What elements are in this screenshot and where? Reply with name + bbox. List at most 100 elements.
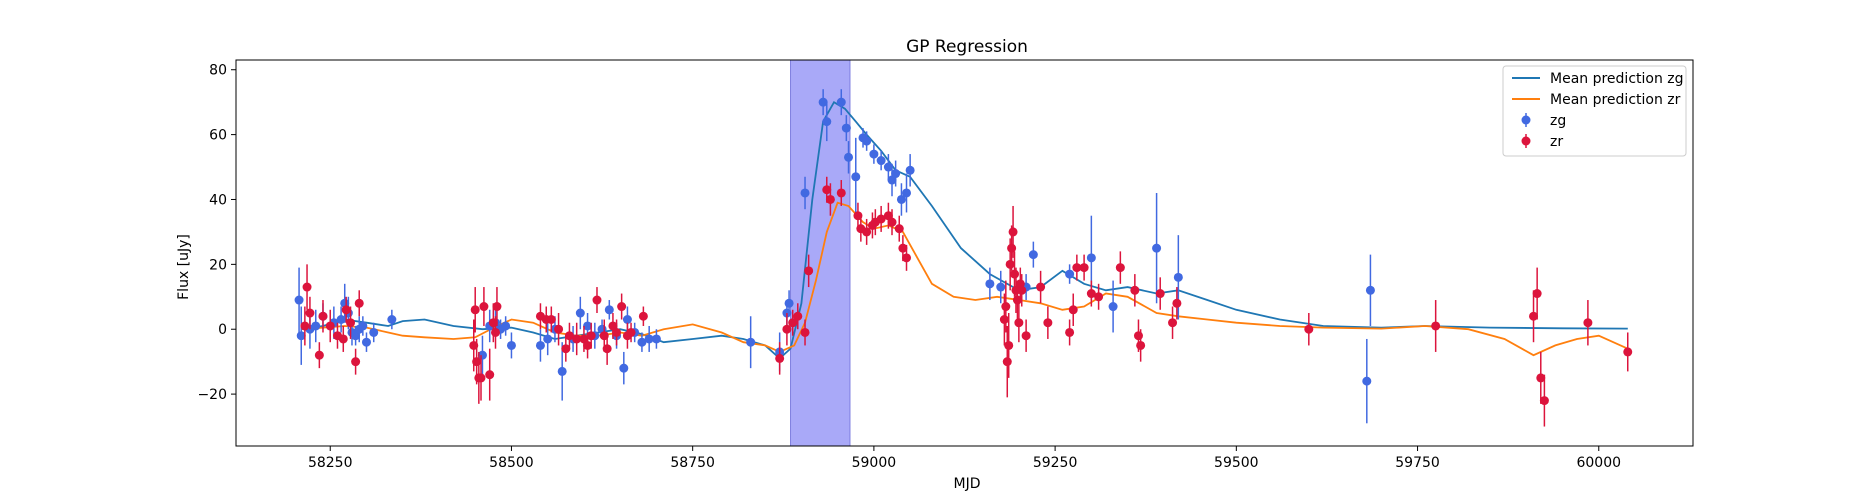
data-point-zg xyxy=(800,188,810,198)
data-point-zr xyxy=(1021,331,1031,341)
data-point-zg xyxy=(746,337,756,347)
data-point-zg xyxy=(784,298,794,308)
data-point-zg xyxy=(836,97,846,107)
data-point-zg xyxy=(296,331,306,341)
data-point-zg xyxy=(501,321,511,331)
data-point-zg xyxy=(1108,302,1118,312)
legend-label-zg: zg xyxy=(1550,113,1566,129)
data-point-zr xyxy=(554,324,564,334)
data-point-zg xyxy=(996,282,1006,292)
data-point-zg xyxy=(1365,285,1375,295)
data-point-zr xyxy=(586,331,596,341)
data-point-zr xyxy=(1036,282,1046,292)
y-tick-label: 0 xyxy=(218,322,227,338)
data-point-zg xyxy=(902,188,912,198)
data-point-zr xyxy=(1304,324,1314,334)
data-point-zg xyxy=(506,340,516,350)
data-point-zg xyxy=(844,152,854,162)
data-point-zr xyxy=(617,302,627,312)
data-point-zr xyxy=(470,305,480,315)
data-point-zr xyxy=(492,302,502,312)
y-tick-label: −20 xyxy=(197,387,227,403)
data-point-zg xyxy=(622,314,632,324)
x-tick-label: 59750 xyxy=(1395,455,1440,471)
x-tick-label: 58750 xyxy=(670,455,715,471)
plot-area xyxy=(294,59,1633,447)
data-point-zg xyxy=(336,314,346,324)
data-point-zr xyxy=(999,314,1009,324)
axes: 58250 58500 58750 59000 59250 59500 59750 60000… xyxy=(197,63,1621,471)
legend-label-zr: zr xyxy=(1550,134,1563,150)
data-point-zr xyxy=(325,321,335,331)
data-point-zr xyxy=(1079,263,1089,273)
legend: Mean prediction zg Mean prediction zr zg… xyxy=(1502,65,1687,157)
data-point-zr xyxy=(1168,318,1178,328)
data-point-zg xyxy=(557,366,567,376)
data-point-zr xyxy=(583,340,593,350)
y-tick-label: 20 xyxy=(209,257,227,273)
data-point-zr xyxy=(354,298,364,308)
data-point-zr xyxy=(793,311,803,321)
data-point-zg xyxy=(896,194,906,204)
data-point-zr xyxy=(1007,243,1017,253)
data-point-zg xyxy=(869,149,879,159)
data-point-zr xyxy=(1115,263,1125,273)
data-point-zr xyxy=(338,334,348,344)
data-point-zr xyxy=(1017,285,1027,295)
y-tick-label: 80 xyxy=(209,63,227,79)
data-point-zg xyxy=(644,334,654,344)
x-tick-label: 60000 xyxy=(1576,455,1621,471)
data-point-zr xyxy=(1431,321,1441,331)
data-point-zr xyxy=(572,334,582,344)
data-point-zg xyxy=(369,327,379,337)
series-points-zr xyxy=(300,176,1633,427)
data-point-zr xyxy=(1133,331,1143,341)
y-axis-ticks: −20 0 20 40 60 80 xyxy=(197,63,236,403)
legend-label-zg-line: Mean prediction zg xyxy=(1550,71,1684,87)
data-point-zg xyxy=(575,308,585,318)
data-point-zr xyxy=(1005,259,1015,269)
data-point-zr xyxy=(302,282,312,292)
data-point-zr xyxy=(638,311,648,321)
chart-title: GP Regression xyxy=(906,37,1028,57)
data-point-zr xyxy=(479,302,489,312)
data-point-zg xyxy=(818,97,828,107)
data-point-zg xyxy=(387,314,397,324)
data-point-zg xyxy=(822,117,832,127)
data-point-zr xyxy=(1086,289,1096,299)
data-point-zg xyxy=(1028,250,1038,260)
data-point-zr xyxy=(341,305,351,315)
data-point-zr xyxy=(788,318,798,328)
data-point-zg xyxy=(651,334,661,344)
data-point-zg xyxy=(294,295,304,305)
data-point-zg xyxy=(862,136,872,146)
data-point-zg xyxy=(985,279,995,289)
data-point-zr xyxy=(804,266,814,276)
data-point-zg xyxy=(637,337,647,347)
data-point-zg xyxy=(891,169,901,179)
data-point-zg xyxy=(1362,376,1372,386)
y-axis-label: Flux [uJy] xyxy=(176,234,192,300)
data-point-zg xyxy=(1086,253,1096,263)
data-point-zr xyxy=(300,321,310,331)
y-tick-label: 40 xyxy=(209,192,227,208)
data-point-zr xyxy=(318,311,328,321)
data-point-zg xyxy=(604,305,614,315)
data-point-zr xyxy=(305,308,315,318)
data-point-zg xyxy=(841,123,851,133)
data-point-zg xyxy=(1065,269,1075,279)
x-tick-label: 59250 xyxy=(1033,455,1078,471)
data-point-zr xyxy=(1536,373,1546,383)
data-point-zr xyxy=(782,324,792,334)
data-point-zr xyxy=(561,344,571,354)
data-point-zg xyxy=(876,156,886,166)
data-point-zg xyxy=(851,172,861,182)
data-point-zr xyxy=(1136,340,1146,350)
data-point-zg xyxy=(358,321,368,331)
x-tick-label: 58250 xyxy=(308,455,353,471)
data-point-zr xyxy=(1094,292,1104,302)
data-point-zr xyxy=(491,327,501,337)
data-point-zr xyxy=(1001,302,1011,312)
data-point-zr xyxy=(1008,227,1018,237)
data-point-zr xyxy=(1010,269,1020,279)
